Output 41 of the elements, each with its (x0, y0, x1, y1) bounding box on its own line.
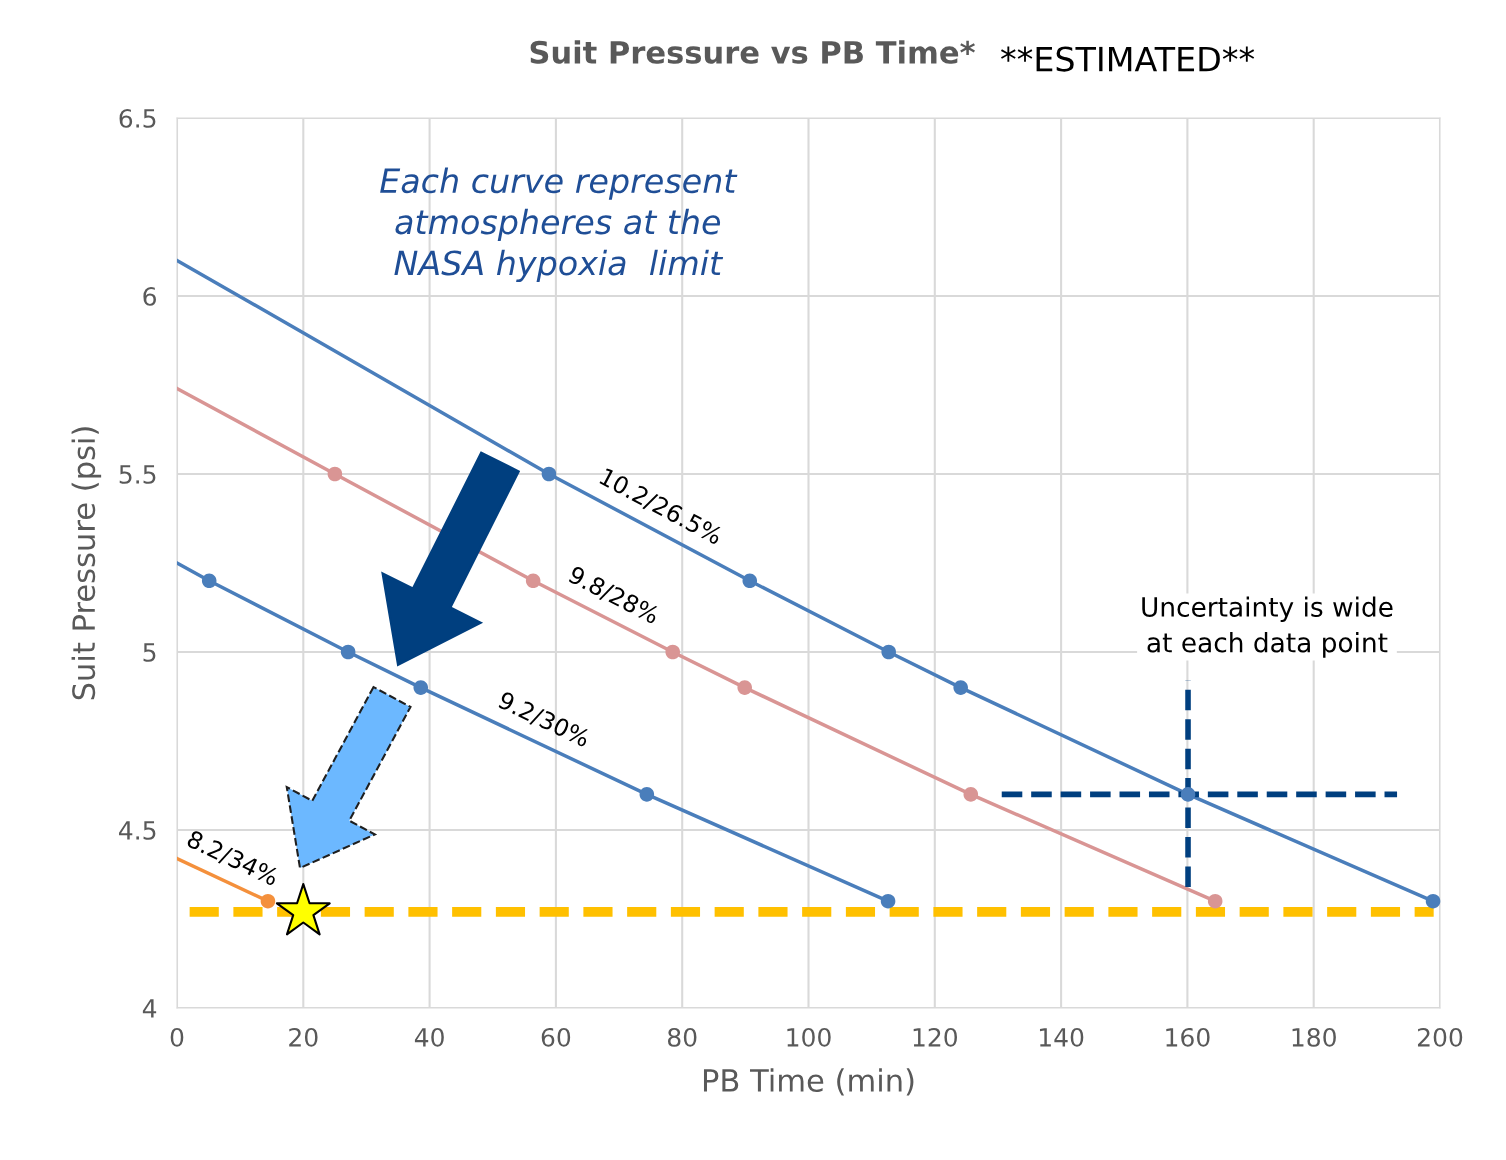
y-tick-label: 4 (142, 999, 157, 1018)
y-axis-title: Suit Pressure (psi) (71, 427, 102, 700)
y-tick-label: 6 (143, 286, 156, 306)
y-tick-label: 5 (143, 643, 156, 662)
x-tick-label: 200 (1417, 1027, 1463, 1047)
point (413, 680, 429, 695)
x-tick-label: 0 (170, 1027, 184, 1047)
point (742, 573, 758, 589)
y-tick-label: 4.5 (119, 821, 156, 840)
y-tick-label: 6.5 (119, 108, 156, 128)
text: **ESTIMATED** (1000, 46, 1255, 72)
chart-title: Suit Pressure vs PB Time* (530, 40, 975, 64)
x-tick-label: 180 (1292, 1027, 1336, 1047)
x-tick-label: 60 (541, 1027, 571, 1047)
point (639, 787, 655, 802)
point (1425, 893, 1441, 909)
point (327, 466, 343, 482)
x-tick-label: 140 (1039, 1027, 1084, 1047)
annotation: Each curve represent atmospheres at the NASA hypoxia limit (380, 167, 738, 283)
point (881, 644, 896, 660)
point (963, 787, 979, 802)
point (260, 893, 276, 909)
point (665, 644, 681, 660)
x-tick-label: 20 (289, 1027, 318, 1047)
point (525, 573, 541, 589)
x-tick-label: 40 (414, 1027, 444, 1047)
point (1207, 893, 1223, 909)
point (1180, 787, 1196, 802)
x-tick-label: 80 (667, 1027, 697, 1047)
point (953, 680, 968, 695)
x-tick-label: 100 (787, 1027, 831, 1047)
point (737, 680, 752, 695)
point (201, 573, 217, 589)
annotation: Uncertainty is wide at each data point (1142, 596, 1393, 658)
x-tick-label: 120 (913, 1027, 957, 1047)
x-axis-title: PB Time (min) (703, 1068, 914, 1096)
point (880, 893, 896, 909)
y-tick-label: 5.5 (119, 465, 156, 484)
x-tick-label: 160 (1166, 1027, 1210, 1047)
point (541, 466, 557, 482)
point (340, 644, 356, 660)
